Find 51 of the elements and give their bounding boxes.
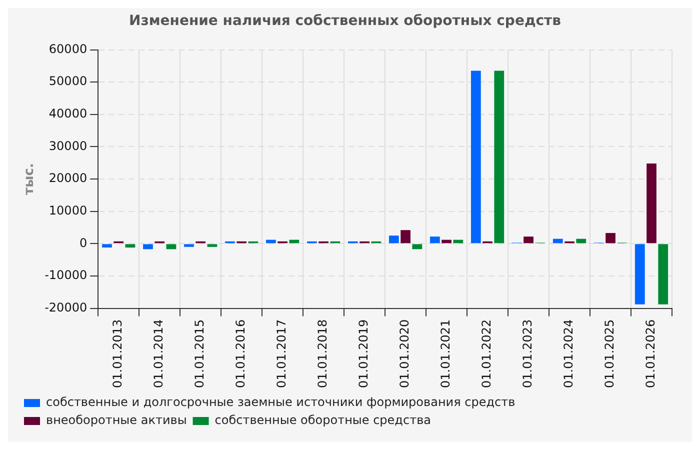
x-tick-label: 01.01.2024 [562,319,576,388]
y-tick-label: 0 [79,236,88,250]
bar [389,236,399,244]
x-tick-label: 01.01.2015 [192,319,207,388]
x-tick-label: 01.01.2013 [110,319,125,388]
bar [207,244,218,247]
bar [470,70,481,244]
y-tick-label: 20000 [48,171,88,186]
legend-label: собственные оборотные средства [214,413,432,428]
y-tick-label: -20000 [44,300,88,314]
bar [646,164,656,244]
x-tick-label: 01.01.2021 [438,319,453,388]
bar [524,236,534,244]
legend-label: внеоборотные активы [46,413,187,428]
x-tick-label: 01.01.2026 [644,319,658,388]
bar [634,244,645,304]
bar [125,244,136,248]
x-tick-label: 01.01.2019 [356,319,371,388]
bar [102,244,112,248]
bar [289,240,300,244]
bar [184,244,194,247]
bar [412,244,422,250]
bar [430,236,440,244]
bar [494,70,504,244]
bar [166,244,176,250]
x-tick-label: 01.01.2014 [152,319,166,388]
x-tick-label: 01.01.2017 [274,319,289,388]
x-tick-label: 01.01.2022 [480,319,494,388]
y-axis-title: тыс. [22,163,38,196]
y-tick-label: 50000 [48,74,88,88]
bar [658,244,668,304]
bar [552,238,563,244]
x-tick-label: 01.01.2020 [398,319,412,388]
x-tick-label: 01.01.2023 [520,319,535,388]
bar [143,244,153,250]
x-tick-label: 01.01.2016 [234,319,248,388]
bar [400,230,410,244]
bar [606,233,616,244]
chart-title: Изменение наличия собственных оборотных средств [128,13,562,30]
bar [442,240,452,244]
y-tick-label: 10000 [48,203,88,218]
y-tick-label: 40000 [48,106,88,121]
bar [453,240,464,244]
legend-label: собственные и долгосрочные заемные источники формирования средств [46,395,516,410]
y-tick-label: -10000 [44,268,88,282]
x-tick-label: 01.01.2018 [316,319,330,388]
x-tick-label: 01.01.2025 [602,319,617,388]
y-tick-label: 60000 [48,42,88,56]
bar [576,238,586,244]
bar [266,240,276,244]
y-tick-label: 30000 [48,138,88,153]
